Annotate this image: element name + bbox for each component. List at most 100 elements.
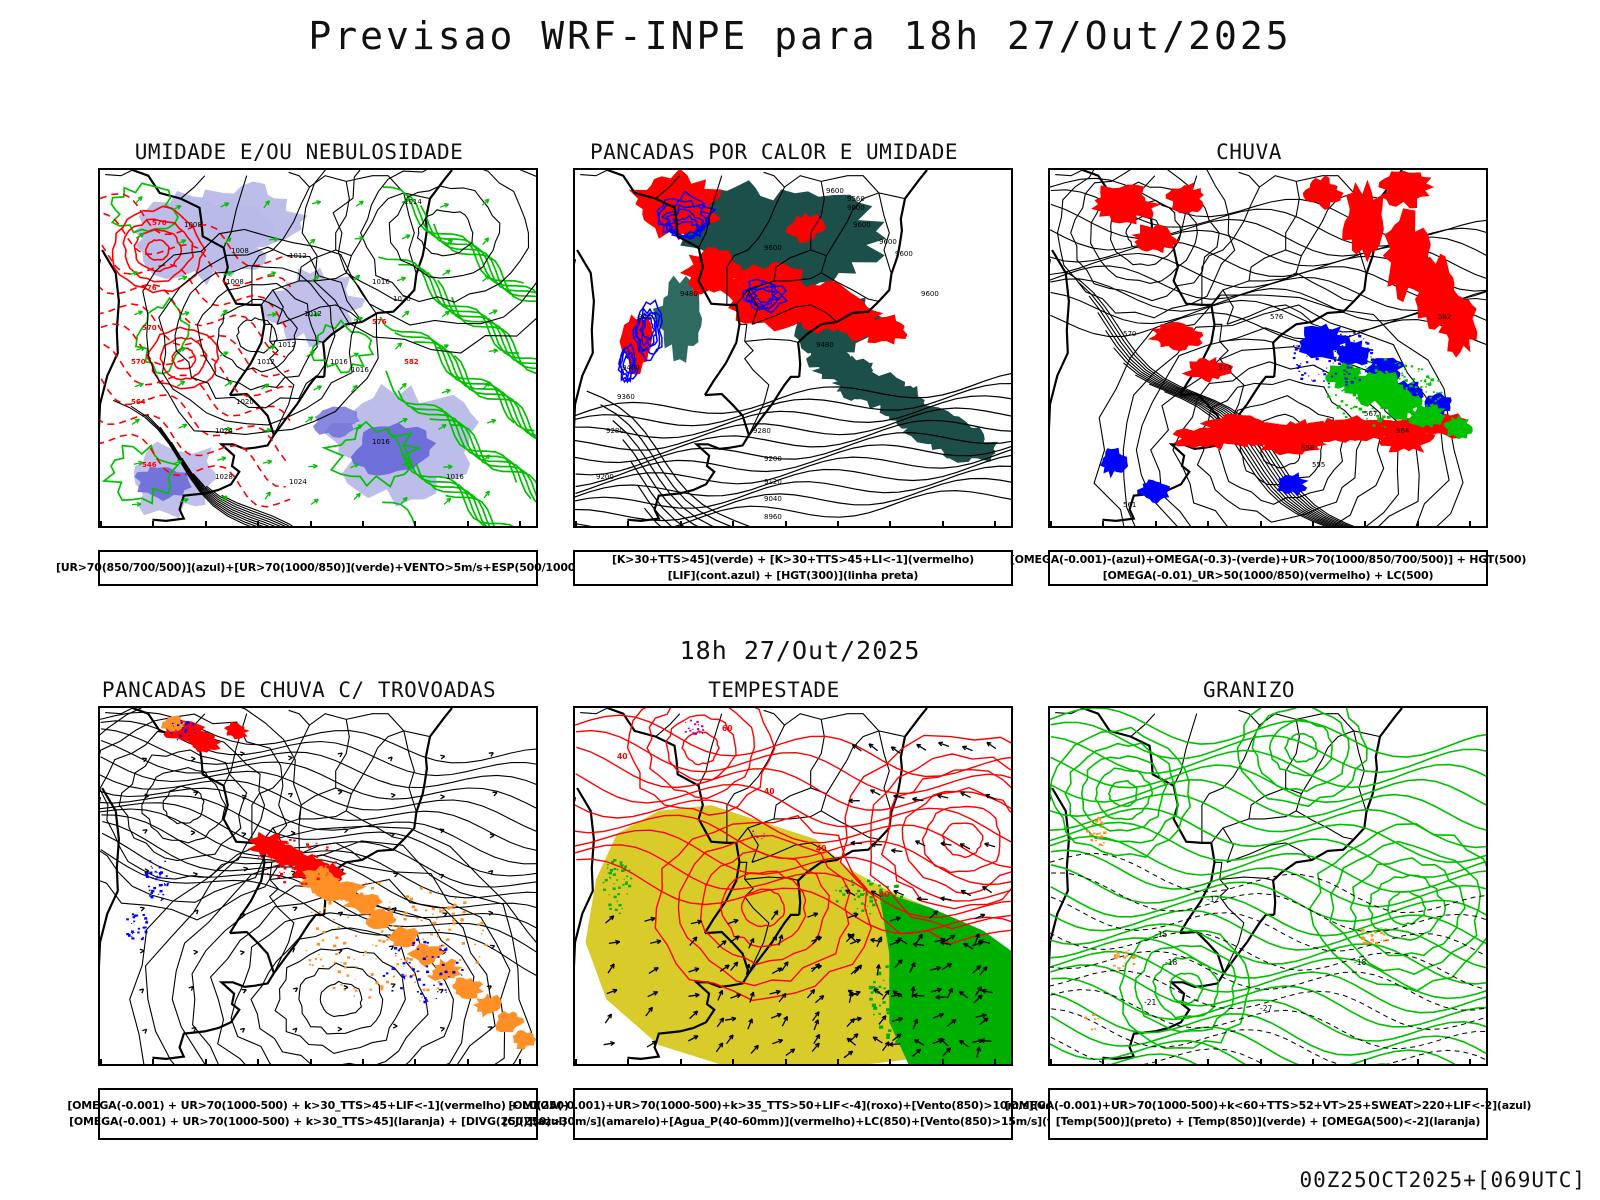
run-footer: 00Z25OCT2025+[069UTC] bbox=[1299, 1168, 1586, 1192]
y-tick bbox=[1048, 393, 1050, 395]
x-tick bbox=[1207, 1059, 1210, 1064]
svg-text:1016: 1016 bbox=[446, 473, 464, 481]
x-tick bbox=[361, 521, 364, 526]
svg-text:40: 40 bbox=[617, 752, 627, 761]
x-tick bbox=[1154, 521, 1157, 526]
svg-text:9280: 9280 bbox=[753, 427, 771, 435]
y-tick bbox=[573, 794, 575, 796]
svg-text:570: 570 bbox=[1123, 330, 1136, 338]
map-field-granizo: -12 -15 -18 -18 -21 -27 bbox=[1050, 708, 1486, 1064]
svg-text:40: 40 bbox=[879, 890, 889, 899]
x-tick bbox=[309, 1059, 312, 1064]
panel-title-pancadas-calor: PANCADAS POR CALOR E UMIDADE bbox=[589, 140, 958, 164]
x-tick bbox=[575, 1059, 577, 1064]
svg-text:576: 576 bbox=[372, 318, 387, 326]
y-tick bbox=[573, 999, 575, 1001]
svg-text:9040: 9040 bbox=[764, 495, 782, 503]
x-tick bbox=[204, 521, 207, 526]
y-tick bbox=[98, 725, 100, 727]
x-tick bbox=[1311, 521, 1314, 526]
map-plot-chuva[interactable]: 58257657057356756456155855512S15S18S21S2… bbox=[1048, 168, 1488, 528]
caption-line: [CJ(250)>30m/s](amarelo)+[Agua_P(40-60mm… bbox=[502, 1115, 1084, 1128]
panel-title-chuva: CHUVA bbox=[1216, 140, 1282, 164]
caption-line: [OMEGA(-0.001) + UR>70(1000-500) + k>30_… bbox=[69, 1115, 567, 1128]
y-tick bbox=[98, 461, 100, 463]
x-tick bbox=[679, 521, 682, 526]
x-tick bbox=[204, 1059, 207, 1064]
y-tick bbox=[1048, 794, 1050, 796]
y-tick bbox=[1048, 187, 1050, 189]
map-plot-umidade[interactable]: 1008 1012 1008 1012 1016 1020 1012 1016 1016 1012… bbox=[98, 168, 538, 528]
caption-line: [OMEGA(-0.001)+UR>70(1000-500)+k>35_TTS>… bbox=[508, 1099, 1078, 1113]
svg-text:582: 582 bbox=[1438, 313, 1451, 321]
y-tick bbox=[98, 794, 100, 796]
svg-text:9480: 9480 bbox=[816, 341, 834, 349]
map-plot-pancadas-calor[interactable]: 9600 9600 9600 9560 9600 9600 9600 9600 9480 9440… bbox=[573, 168, 1013, 528]
y-tick bbox=[1048, 359, 1050, 361]
x-tick bbox=[941, 521, 944, 526]
y-tick bbox=[1048, 324, 1050, 326]
y-tick bbox=[573, 1034, 575, 1036]
y-tick bbox=[98, 359, 100, 361]
y-tick bbox=[98, 759, 100, 761]
y-tick bbox=[573, 828, 575, 830]
svg-text:1024: 1024 bbox=[289, 478, 307, 486]
caption-line: [OMEGA(-0.001) + UR>70(1000-500) + k>30_… bbox=[67, 1099, 569, 1113]
y-tick bbox=[573, 461, 575, 463]
svg-text:576: 576 bbox=[1270, 313, 1284, 321]
svg-text:1008: 1008 bbox=[231, 247, 249, 255]
y-tick bbox=[1048, 427, 1050, 429]
y-tick bbox=[573, 965, 575, 967]
x-tick bbox=[1050, 1059, 1052, 1064]
panel-pancadas-calor: PANCADAS POR CALOR E UMIDADE 9600 9600 9600… bbox=[535, 140, 1013, 596]
x-tick bbox=[1416, 521, 1419, 526]
x-tick bbox=[152, 521, 155, 526]
map-wrapper-granizo: -12-15-18-18-21-2712S15S18S21S24S27S30S3… bbox=[1010, 706, 1488, 1066]
svg-text:9560: 9560 bbox=[847, 195, 865, 203]
caption-line: [LIF](cont.azul) + [HGT(300)](linha pret… bbox=[667, 569, 919, 582]
caption-line: [OMEGA(-0.001)-(azul)+OMEGA(-0.3)-(verde… bbox=[1009, 553, 1527, 567]
y-tick bbox=[573, 324, 575, 326]
map-plot-granizo[interactable]: -12-15-18-18-21-2712S15S18S21S24S27S30S3… bbox=[1048, 706, 1488, 1066]
x-tick bbox=[1364, 1059, 1367, 1064]
y-tick bbox=[98, 862, 100, 864]
svg-text:561: 561 bbox=[1123, 501, 1136, 509]
panel-title-tempestade: TEMPESTADE bbox=[708, 678, 840, 702]
svg-text:1012: 1012 bbox=[304, 310, 322, 318]
svg-text:558: 558 bbox=[1301, 444, 1314, 452]
svg-text:570: 570 bbox=[131, 358, 146, 366]
x-tick bbox=[1259, 521, 1262, 526]
map-plot-pancadas-trovoadas[interactable]: 12S15S18S21S24S27S30S33S36S39S42S70W65W6… bbox=[98, 706, 538, 1066]
y-tick bbox=[98, 828, 100, 830]
x-tick bbox=[994, 1059, 997, 1064]
x-tick bbox=[466, 1059, 469, 1064]
map-field-chuva: 582 576 570 573 567 564 561 558 555 bbox=[1050, 170, 1486, 526]
svg-text:9600: 9600 bbox=[895, 250, 913, 258]
map-field-tempestade: 40 40 40 40 60 bbox=[575, 708, 1011, 1064]
svg-text:9600: 9600 bbox=[921, 290, 939, 298]
y-tick bbox=[573, 221, 575, 223]
x-tick bbox=[466, 521, 469, 526]
y-tick bbox=[573, 897, 575, 899]
svg-text:9280: 9280 bbox=[606, 427, 624, 435]
x-tick bbox=[575, 521, 577, 526]
y-tick bbox=[573, 187, 575, 189]
svg-text:-21: -21 bbox=[1144, 998, 1156, 1007]
svg-text:1008: 1008 bbox=[184, 221, 202, 229]
x-tick bbox=[414, 1059, 417, 1064]
panel-caption-pancadas-trovoadas: [OMEGA(-0.001) + UR>70(1000-500) + k>30_… bbox=[67, 1088, 569, 1140]
svg-text:-12: -12 bbox=[1207, 895, 1219, 904]
x-tick bbox=[732, 521, 735, 526]
y-tick bbox=[1048, 965, 1050, 967]
svg-text:9360: 9360 bbox=[617, 393, 635, 401]
x-tick bbox=[1259, 1059, 1262, 1064]
map-plot-tempestade[interactable]: 404040406012S15S18S21S24S27S30S33S36S39S… bbox=[573, 706, 1013, 1066]
y-tick bbox=[98, 221, 100, 223]
y-tick bbox=[573, 496, 575, 498]
svg-text:9600: 9600 bbox=[879, 238, 897, 246]
x-tick bbox=[100, 521, 102, 526]
map-wrapper-pancadas-trovoadas: 12S15S18S21S24S27S30S33S36S39S42S70W65W6… bbox=[60, 706, 538, 1066]
y-tick bbox=[1048, 897, 1050, 899]
x-tick bbox=[257, 521, 260, 526]
svg-text:9120: 9120 bbox=[764, 478, 782, 486]
